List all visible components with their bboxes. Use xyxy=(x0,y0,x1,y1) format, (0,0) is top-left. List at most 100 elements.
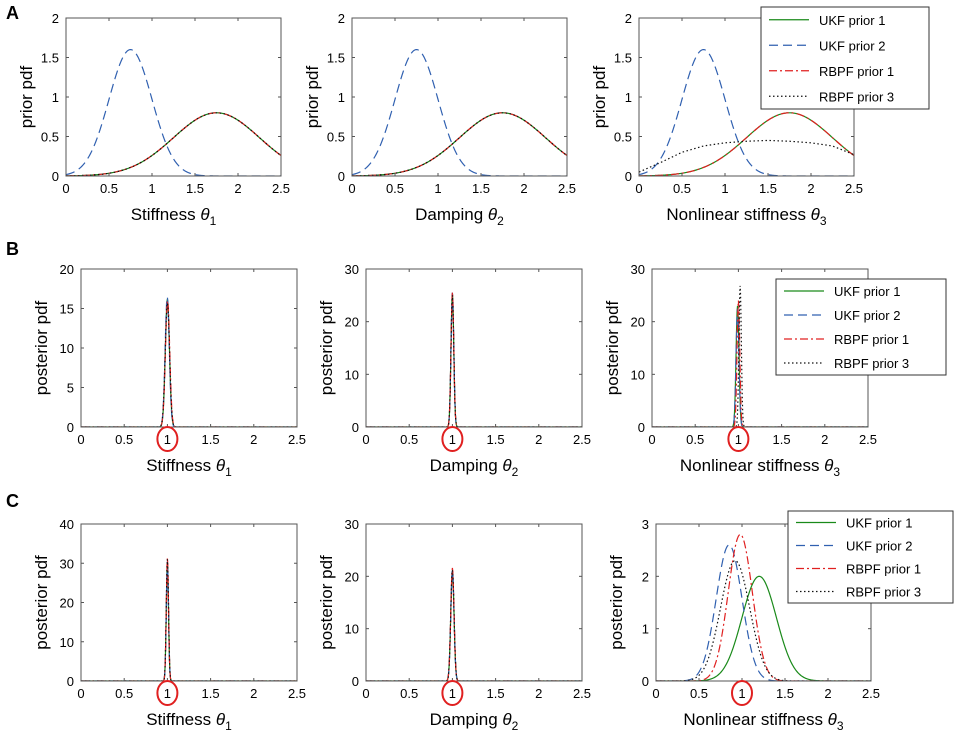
x-tick-label: 1 xyxy=(738,686,745,701)
legend-label-rbpf-prior-1: RBPF prior 1 xyxy=(819,64,894,79)
x-tick-label: 2 xyxy=(535,686,542,701)
series-line-rbpf-prior-1 xyxy=(366,567,582,681)
x-axis-label-symbol: θ xyxy=(811,205,821,224)
x-tick-label: 1 xyxy=(148,181,155,196)
x-tick-label: 0.5 xyxy=(400,432,418,447)
legend-box xyxy=(787,510,954,604)
x-tick-label: 0.5 xyxy=(400,686,418,701)
y-tick-label: 0 xyxy=(52,169,59,184)
x-axis-label-text: Nonlinear stiffness xyxy=(680,456,824,475)
x-tick-label: 1.5 xyxy=(773,432,791,447)
x-tick-label: 2 xyxy=(535,432,542,447)
x-tick-label: 0 xyxy=(348,181,355,196)
x-tick-label: 0.5 xyxy=(386,181,404,196)
series-line-rbpf-prior-1 xyxy=(81,299,297,427)
x-axis-label-symbol: θ xyxy=(824,456,834,475)
y-axis-label: posterior pdf xyxy=(32,300,51,395)
y-tick-label: 1 xyxy=(52,90,59,105)
x-axis-label-symbol: θ xyxy=(502,456,512,475)
y-tick-label: 20 xyxy=(345,569,359,584)
x-tick-label: 0.5 xyxy=(690,686,708,701)
series-line-ukf-prior-1 xyxy=(66,112,281,176)
y-tick-label: 20 xyxy=(345,315,359,330)
x-axis-label-subscript: 1 xyxy=(210,214,217,228)
x-axis-label-subscript: 3 xyxy=(820,214,827,228)
x-tick-label: 1.5 xyxy=(487,686,505,701)
x-axis-label-text: Stiffness xyxy=(131,205,201,224)
x-tick-label: 1.5 xyxy=(186,181,204,196)
y-tick-label: 30 xyxy=(60,556,74,571)
x-tick-label: 2 xyxy=(250,432,257,447)
y-tick-label: 5 xyxy=(67,381,74,396)
y-tick-label: 10 xyxy=(631,367,645,382)
y-tick-label: 0.5 xyxy=(41,130,59,145)
x-axis-label-symbol: θ xyxy=(200,205,210,224)
x-tick-label: 0.5 xyxy=(115,432,133,447)
y-tick-label: 2 xyxy=(52,11,59,26)
series-line-rbpf-prior-3 xyxy=(66,112,281,176)
series-line-ukf-prior-1 xyxy=(352,112,567,176)
series-line-rbpf-prior-3 xyxy=(352,112,567,176)
legend-label-rbpf-prior-3: RBPF prior 3 xyxy=(834,356,909,371)
x-tick-label: 1 xyxy=(449,686,456,701)
x-axis-label-text: Nonlinear stiffness xyxy=(683,710,827,729)
x-tick-label: 0.5 xyxy=(686,432,704,447)
x-tick-label: 2 xyxy=(821,432,828,447)
row-label-a: A xyxy=(6,3,19,23)
legend: UKF prior 1 UKF prior 2 RBPF prior 1 RBPF p… xyxy=(787,510,954,604)
series-line-rbpf-prior-3 xyxy=(639,139,854,173)
legend-label-ukf-prior-1: UKF prior 1 xyxy=(846,516,912,531)
x-axis-label-symbol: θ xyxy=(216,710,226,729)
x-axis-label-symbol: θ xyxy=(828,710,838,729)
legend-label-rbpf-prior-3: RBPF prior 3 xyxy=(819,89,894,104)
y-axis-label: posterior pdf xyxy=(32,555,51,650)
y-tick-label: 30 xyxy=(345,517,359,532)
true-value-circle xyxy=(441,680,464,706)
x-axis-label: Damping θ2 xyxy=(430,710,519,733)
x-axis-label-symbol: θ xyxy=(216,456,226,475)
y-tick-label: 30 xyxy=(345,262,359,277)
panel-b3: 0 0.5 1 1.5 2 2.5 0 10 20 30 Nonlinear stiffness θ… xyxy=(603,262,947,479)
y-tick-label: 0 xyxy=(67,674,74,689)
x-tick-label: 1.5 xyxy=(759,181,777,196)
x-axis-label: Damping θ2 xyxy=(415,205,504,228)
x-axis-label-subscript: 3 xyxy=(833,465,840,479)
x-axis-label-text: Damping xyxy=(415,205,488,224)
legend-label-ukf-prior-1: UKF prior 1 xyxy=(834,284,900,299)
y-tick-label: 2 xyxy=(625,11,632,26)
y-tick-label: 0 xyxy=(338,169,345,184)
series-line-rbpf-prior-3 xyxy=(81,302,297,427)
series-line-ukf-prior-2 xyxy=(366,292,582,427)
x-tick-label: 2.5 xyxy=(862,686,880,701)
x-tick-label: 1 xyxy=(164,686,171,701)
legend-label-rbpf-prior-3: RBPF prior 3 xyxy=(846,585,921,600)
axes-box xyxy=(65,17,282,177)
true-value-circle xyxy=(731,680,753,706)
y-tick-label: 3 xyxy=(642,517,649,532)
x-tick-label: 2 xyxy=(250,686,257,701)
x-tick-label: 0.5 xyxy=(673,181,691,196)
legend: UKF prior 1 UKF prior 2 RBPF prior 1 RBPF p… xyxy=(760,6,930,110)
x-tick-label: 1 xyxy=(735,432,742,447)
x-tick-label: 0 xyxy=(652,686,659,701)
legend-box xyxy=(775,278,947,376)
legend-label-ukf-prior-2: UKF prior 2 xyxy=(834,308,900,323)
x-tick-label: 2.5 xyxy=(288,432,306,447)
series-line-ukf-prior-2 xyxy=(366,569,582,681)
x-axis-label: Stiffness θ1 xyxy=(146,456,232,479)
y-tick-label: 20 xyxy=(60,262,74,277)
y-tick-label: 0 xyxy=(642,674,649,689)
series-line-rbpf-prior-1 xyxy=(366,292,582,427)
y-axis-label: prior pdf xyxy=(303,66,322,129)
x-axis-label-subscript: 1 xyxy=(225,465,232,479)
x-tick-label: 2 xyxy=(234,181,241,196)
series-line-rbpf-prior-1 xyxy=(639,112,854,176)
series-line-ukf-prior-2 xyxy=(81,295,297,427)
legend-label-ukf-prior-2: UKF prior 2 xyxy=(846,539,912,554)
axes-box xyxy=(80,523,298,682)
legend-label-ukf-prior-2: UKF prior 2 xyxy=(819,38,885,53)
y-tick-label: 2 xyxy=(642,569,649,584)
